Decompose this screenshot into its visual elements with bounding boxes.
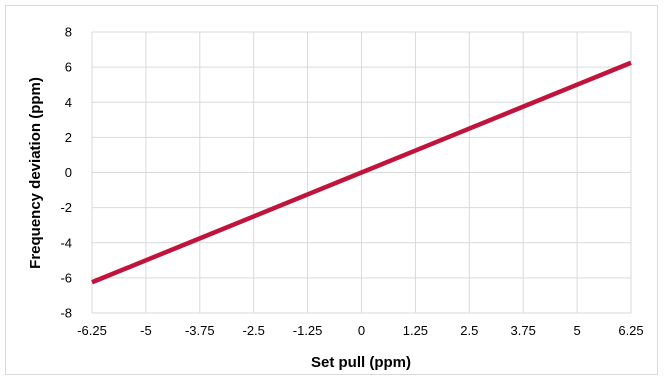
x-tick-label: -2.5 [242,323,264,338]
x-tick-label: -3.75 [185,323,215,338]
y-tick-label: 0 [65,165,72,180]
x-tick-label: 5 [573,323,580,338]
y-tick-labels: -8 -6 -4 -2 0 2 4 6 8 [60,25,72,321]
x-tick-label: -5 [140,323,152,338]
y-tick-label: 4 [65,95,72,110]
y-axis-title: Frequency deviation (ppm) [27,77,44,269]
x-tick-label: 3.75 [511,323,536,338]
y-tick-label: -2 [60,200,72,215]
x-tick-labels: -6.25 -5 -3.75 -2.5 -1.25 0 1.25 2.5 3.75 5 6.25 [77,323,643,338]
x-tick-label: 6.25 [618,323,643,338]
x-tick-label: 0 [358,323,365,338]
y-tick-label: 8 [65,25,72,40]
x-tick-label: 1.25 [403,323,428,338]
y-tick-label: -6 [60,270,72,285]
y-tick-label: 6 [65,60,72,75]
x-tick-label: -6.25 [77,323,107,338]
y-tick-label: -8 [60,306,72,321]
x-tick-label: -1.25 [293,323,323,338]
grid-lines [91,31,632,314]
y-tick-label: -4 [60,235,72,250]
x-axis-title: Set pull (ppm) [311,354,411,371]
x-tick-label: 2.5 [460,323,478,338]
y-tick-label: 2 [65,130,72,145]
series-lines [91,60,632,285]
